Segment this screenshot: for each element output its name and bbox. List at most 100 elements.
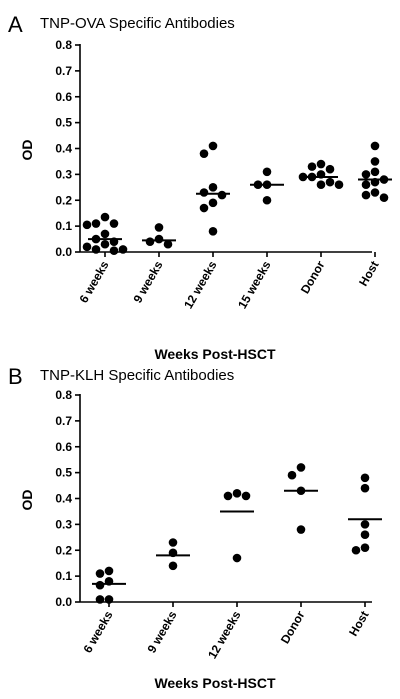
data-point xyxy=(360,520,370,529)
data-point xyxy=(109,219,119,228)
data-point xyxy=(370,177,380,187)
x-tick-label: 15 weeks xyxy=(235,258,274,311)
data-point xyxy=(95,580,105,590)
panel-letter: A xyxy=(8,12,23,37)
data-point xyxy=(379,175,389,184)
data-point xyxy=(168,561,178,571)
y-tick-label: 0.7 xyxy=(55,64,72,78)
y-tick-label: 0.6 xyxy=(55,90,72,104)
panel-letter: B xyxy=(8,364,23,389)
data-point xyxy=(360,473,370,483)
data-point xyxy=(208,141,218,151)
data-point xyxy=(82,220,92,230)
panel-a: A TNP-OVA Specific Antibodies 0.0 0.1 0.2 0.3… xyxy=(8,12,392,362)
data-point xyxy=(316,180,326,190)
data-point xyxy=(296,525,306,534)
x-tick-label: Donor xyxy=(278,608,308,646)
data-point xyxy=(370,141,380,151)
data-point xyxy=(262,180,272,190)
data-point xyxy=(199,203,209,213)
y-tick-label: 0.5 xyxy=(55,116,72,130)
data-point xyxy=(95,595,105,604)
chart-title: TNP-KLH Specific Antibodies xyxy=(40,367,234,384)
data-point xyxy=(168,548,178,558)
y-tick-label: 0.8 xyxy=(55,38,72,52)
y-tick-label: 0.3 xyxy=(55,167,72,181)
data-point xyxy=(361,190,371,200)
x-axis-title: Weeks Post-HSCT xyxy=(154,346,276,362)
data-point xyxy=(360,483,370,493)
data-point xyxy=(307,172,317,182)
data-point xyxy=(223,491,233,501)
data-point xyxy=(199,188,209,197)
y-tick-label: 0.4 xyxy=(55,142,72,156)
data-point xyxy=(208,183,218,192)
data-point xyxy=(351,545,361,555)
data-point xyxy=(325,177,335,187)
data-point xyxy=(199,149,209,158)
data-point xyxy=(208,198,218,208)
x-tick-label: 9 weeks xyxy=(130,258,165,305)
data-point xyxy=(370,167,380,177)
y-tick-label: 0.8 xyxy=(55,388,72,402)
chart-title: TNP-OVA Specific Antibodies xyxy=(40,15,235,32)
data-point xyxy=(307,162,317,171)
data-point xyxy=(232,553,242,563)
group-9-weeks: 9 weeks xyxy=(130,223,176,305)
data-point xyxy=(82,242,92,252)
y-tick-label: 0.3 xyxy=(55,517,72,531)
data-point xyxy=(100,212,110,222)
data-point xyxy=(262,167,272,177)
group-6-weeks: 6 weeks xyxy=(76,212,128,305)
y-tick-label: 0.4 xyxy=(55,492,72,506)
y-tick-label: 0.1 xyxy=(55,569,72,583)
data-point xyxy=(118,245,128,254)
y-tick-label: 0.0 xyxy=(55,595,72,609)
y-axis-title: OD xyxy=(19,140,35,161)
y-axis-title: OD xyxy=(19,490,35,511)
data-point xyxy=(168,538,178,547)
data-point xyxy=(253,180,263,190)
data-point xyxy=(91,234,101,244)
data-point xyxy=(298,172,308,182)
data-point xyxy=(360,530,370,540)
data-point xyxy=(109,237,119,246)
data-point xyxy=(208,227,218,236)
y-tick-label: 0.1 xyxy=(55,219,72,233)
y-tick-label: 0.2 xyxy=(55,543,72,557)
data-point xyxy=(370,188,380,197)
data-point xyxy=(379,193,389,202)
data-point xyxy=(316,159,326,169)
group-12-weeks: 12 weeks xyxy=(181,141,230,311)
group-host: Host xyxy=(346,473,382,639)
data-point xyxy=(91,219,101,228)
group-6-weeks: 6 weeks xyxy=(80,566,126,655)
data-point xyxy=(154,223,164,232)
data-point xyxy=(334,180,344,190)
data-point xyxy=(296,486,306,496)
x-tick-label: 12 weeks xyxy=(181,258,220,311)
data-point xyxy=(361,170,371,179)
data-point xyxy=(154,234,164,244)
data-point xyxy=(316,170,326,179)
x-tick-label: 12 weeks xyxy=(205,608,244,661)
data-point xyxy=(104,595,114,604)
y-tick-label: 0.5 xyxy=(55,466,72,480)
group-15-weeks: 15 weeks xyxy=(235,167,284,311)
data-point xyxy=(370,157,380,166)
data-point xyxy=(360,543,370,552)
x-tick-label: Donor xyxy=(298,258,328,296)
x-axis-title: Weeks Post-HSCT xyxy=(154,675,276,691)
group-12-weeks: 12 weeks xyxy=(205,489,254,661)
y-tick-label: 0.2 xyxy=(55,193,72,207)
x-tick-label: 6 weeks xyxy=(80,608,115,655)
x-tick-label: Host xyxy=(346,609,371,639)
group-donor: Donor xyxy=(298,159,344,296)
data-point xyxy=(100,229,110,239)
group-donor: Donor xyxy=(278,463,318,646)
data-point xyxy=(163,239,173,249)
data-point xyxy=(232,489,242,498)
group-9-weeks: 9 weeks xyxy=(144,538,190,655)
data-point xyxy=(287,470,297,480)
